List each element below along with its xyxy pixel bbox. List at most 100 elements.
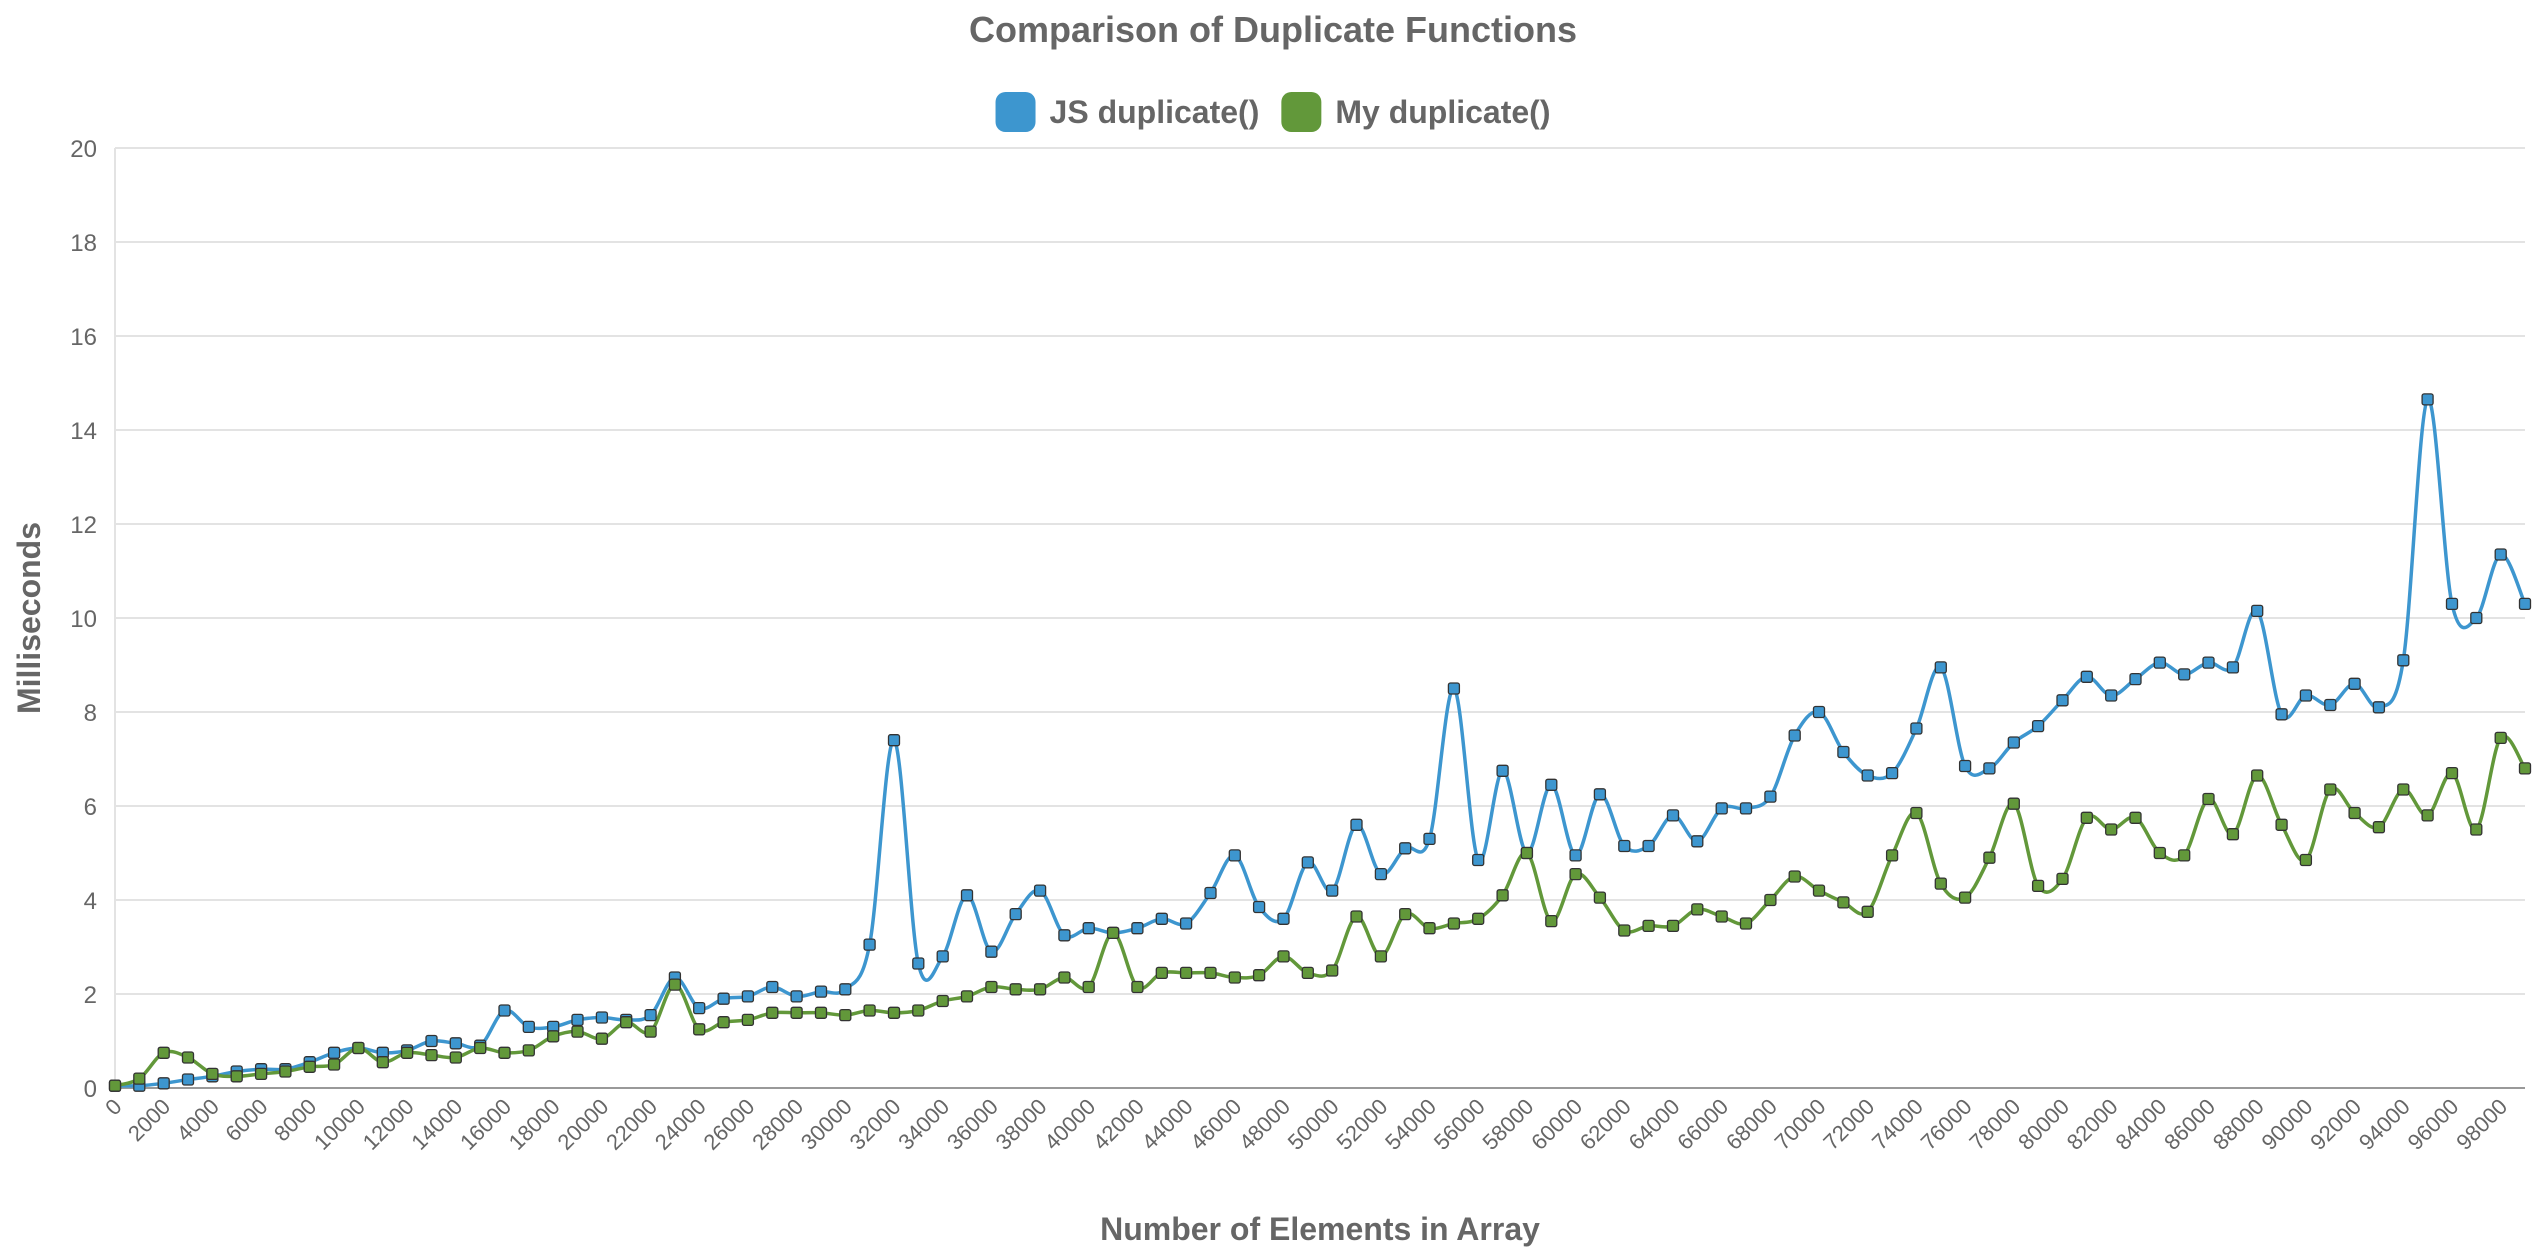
series-1-point xyxy=(1545,914,1558,928)
series-0-point xyxy=(936,950,949,963)
series-1-point xyxy=(1934,877,1947,890)
series-1-point xyxy=(1569,867,1582,881)
series-0-point xyxy=(2056,694,2069,707)
x-tick-label: 82000 xyxy=(2062,1094,2123,1155)
series-1-point xyxy=(2494,731,2507,745)
x-tick-label: 4000 xyxy=(172,1094,224,1146)
x-tick-label: 34000 xyxy=(893,1094,954,1155)
y-tick-label: 6 xyxy=(84,794,97,821)
series-1-point xyxy=(2080,811,2093,824)
series-line-0 xyxy=(114,397,2527,1088)
series-1-point xyxy=(1374,950,1388,963)
series-0-point xyxy=(1496,764,1509,777)
x-tick-label: 12000 xyxy=(358,1094,419,1155)
x-tick-label: 52000 xyxy=(1331,1094,1392,1155)
series-1-point xyxy=(2153,846,2166,860)
series-0-point xyxy=(1910,722,1923,735)
series-1-point xyxy=(1155,966,1168,980)
x-tick-label: 48000 xyxy=(1234,1094,1295,1155)
series-0-point xyxy=(2348,677,2361,690)
series-1-point xyxy=(1009,983,1022,996)
series-0-point xyxy=(2324,698,2337,712)
y-tick-label: 0 xyxy=(84,1076,97,1103)
x-tick-label: 56000 xyxy=(1429,1094,1490,1155)
x-tick-label: 62000 xyxy=(1575,1094,1636,1155)
x-tick-label: 14000 xyxy=(406,1094,467,1155)
series-0-point xyxy=(1301,856,1314,869)
series-1-point xyxy=(425,1048,438,1062)
y-tick-label: 14 xyxy=(70,418,97,445)
x-tick-label: 16000 xyxy=(455,1094,516,1155)
series-1-point xyxy=(863,1004,876,1017)
series-1-point xyxy=(814,1006,828,1019)
series-1-point xyxy=(1958,891,1972,904)
series-0-point xyxy=(717,992,730,1005)
series-0-point xyxy=(2080,670,2093,683)
series-1-point xyxy=(352,1041,365,1055)
x-tick-label: 24000 xyxy=(650,1094,711,1155)
series-0-point xyxy=(1593,788,1607,801)
series-0-point xyxy=(1618,839,1631,853)
x-tick-label: 60000 xyxy=(1526,1094,1587,1155)
series-0-point xyxy=(181,1073,195,1086)
x-tick-label: 18000 xyxy=(504,1094,565,1155)
legend-label-0[interactable]: JS duplicate() xyxy=(1050,94,1260,130)
series-0-point xyxy=(2178,668,2191,681)
series-0-point xyxy=(1545,778,1558,791)
x-tick-label: 90000 xyxy=(2257,1094,2318,1155)
x-tick-label: 36000 xyxy=(942,1094,1003,1155)
series-1-point xyxy=(839,1008,852,1022)
series-1-point xyxy=(1715,910,1728,923)
series-1-point xyxy=(474,1041,487,1055)
series-0-point xyxy=(1033,884,1047,897)
series-1-point xyxy=(2421,809,2434,822)
x-tick-label: 32000 xyxy=(845,1094,906,1155)
legend-swatch-1[interactable] xyxy=(1281,92,1322,132)
series-0-point xyxy=(498,1004,511,1017)
series-1-point xyxy=(2324,783,2337,796)
x-tick-label: 88000 xyxy=(2208,1094,2269,1155)
series-0-point xyxy=(1350,818,1363,831)
series-1-point xyxy=(2178,849,2191,862)
series-0-point xyxy=(1082,922,1095,935)
series-0-point xyxy=(1666,809,1680,822)
series-0-point xyxy=(2105,689,2118,702)
series-1-point xyxy=(376,1056,389,1069)
series-1-point xyxy=(303,1060,316,1073)
series-1-point xyxy=(595,1032,609,1045)
series-1-point xyxy=(206,1067,219,1081)
series-lines xyxy=(114,397,2527,1088)
series-1-point xyxy=(571,1025,584,1038)
legend-swatch-0[interactable] xyxy=(995,92,1036,132)
series-1-point xyxy=(1252,969,1266,982)
series-1-point xyxy=(1106,926,1120,940)
y-tick-label: 8 xyxy=(84,700,97,727)
x-tick-label: 78000 xyxy=(1964,1094,2025,1155)
series-1-point xyxy=(2007,797,2020,810)
series-1-point xyxy=(1301,966,1314,980)
series-1-point xyxy=(1593,891,1607,904)
x-axis-ticks: 0200040006000800010000120001400016000180… xyxy=(100,1094,2512,1155)
legend: JS duplicate() My duplicate() xyxy=(995,92,1550,132)
series-1-point xyxy=(2372,821,2386,834)
series-0-point xyxy=(157,1077,170,1090)
series-1-point xyxy=(985,980,998,994)
series-0-point xyxy=(839,983,852,996)
series-1-point xyxy=(1033,983,1047,996)
legend-label-1[interactable]: My duplicate() xyxy=(1335,94,1550,130)
series-0-point xyxy=(2445,597,2459,611)
series-1-point xyxy=(2031,879,2045,893)
series-1-point xyxy=(230,1070,243,1083)
series-0-point xyxy=(2470,611,2483,625)
series-0-point xyxy=(1423,832,1436,846)
series-1-point xyxy=(1082,980,1095,994)
x-tick-label: 28000 xyxy=(747,1094,808,1155)
series-0-point xyxy=(1958,759,1972,773)
x-tick-label: 50000 xyxy=(1283,1094,1344,1155)
series-0-point xyxy=(2421,393,2434,406)
series-1-point xyxy=(693,1023,706,1036)
x-tick-label: 84000 xyxy=(2110,1094,2171,1155)
series-0-point xyxy=(2518,597,2532,611)
x-tick-label: 72000 xyxy=(1818,1094,1879,1155)
